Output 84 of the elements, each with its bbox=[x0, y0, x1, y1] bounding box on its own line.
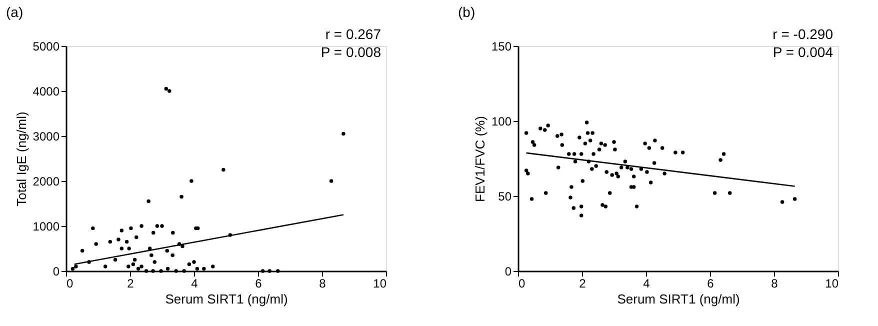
y-tick-label: 2000 bbox=[32, 174, 60, 188]
x-tick-label: 8 bbox=[319, 276, 326, 290]
y-axis-title: FEV1/FVC (%) bbox=[472, 116, 488, 202]
point bbox=[80, 248, 84, 253]
point bbox=[202, 266, 206, 271]
point bbox=[103, 264, 108, 268]
x-tick-label: 6 bbox=[707, 276, 714, 290]
y-tick-label: 1000 bbox=[32, 220, 60, 234]
x-axis-title: Serum SIRT1 (ng/ml) bbox=[165, 292, 288, 306]
point bbox=[127, 246, 131, 250]
point bbox=[342, 132, 346, 136]
point bbox=[155, 224, 160, 228]
x-axis-title: Serum SIRT1 (ng/ml) bbox=[617, 292, 740, 306]
point bbox=[151, 230, 156, 235]
point bbox=[192, 260, 196, 264]
point bbox=[174, 269, 178, 273]
point bbox=[140, 264, 144, 268]
text: r = -0.290 bbox=[772, 26, 834, 42]
point bbox=[164, 86, 168, 91]
point bbox=[113, 258, 118, 262]
point bbox=[132, 258, 137, 262]
point bbox=[120, 246, 124, 250]
y-tick-label: 0 bbox=[504, 264, 512, 278]
text: r = 0.267 bbox=[325, 26, 382, 42]
x-tick-label: 4 bbox=[191, 276, 198, 290]
point bbox=[187, 262, 192, 266]
point bbox=[131, 262, 136, 266]
point bbox=[140, 224, 144, 228]
point bbox=[74, 264, 78, 268]
point bbox=[134, 235, 138, 240]
point bbox=[70, 266, 75, 271]
y-tick-label: 5000 bbox=[32, 40, 60, 54]
point bbox=[165, 248, 169, 253]
point bbox=[329, 179, 334, 183]
point bbox=[160, 224, 164, 228]
x-tick-label: 10 bbox=[373, 276, 387, 290]
y-tick-label: 50 bbox=[498, 190, 512, 204]
point bbox=[268, 269, 272, 273]
x-tick-label: 2 bbox=[579, 276, 586, 290]
y-tick-label: 3000 bbox=[32, 130, 60, 144]
point bbox=[167, 89, 172, 93]
point bbox=[120, 228, 124, 232]
point bbox=[276, 269, 280, 273]
annotation: P = 0.008 bbox=[320, 44, 382, 60]
x-tick-label: 0 bbox=[518, 276, 526, 290]
point bbox=[124, 240, 129, 244]
y-tick-label: 150 bbox=[491, 40, 512, 54]
point bbox=[166, 266, 170, 271]
point bbox=[195, 266, 200, 271]
x-tick-label: 4 bbox=[643, 276, 650, 290]
point bbox=[260, 269, 265, 273]
x-tick-label: 6 bbox=[255, 276, 262, 290]
point bbox=[108, 240, 112, 244]
chart-title: (a) bbox=[6, 4, 24, 20]
y-tick-label: 100 bbox=[491, 114, 512, 128]
point bbox=[159, 269, 163, 273]
point bbox=[170, 253, 174, 258]
point bbox=[180, 244, 184, 248]
point bbox=[136, 266, 140, 271]
y-axis-title: Total IgE (ng/ml) bbox=[14, 112, 29, 206]
point bbox=[91, 226, 95, 230]
x-tick-label: 8 bbox=[771, 276, 778, 290]
x-tick-label: 10 bbox=[825, 276, 839, 290]
point bbox=[190, 179, 194, 183]
y-tick-label: 0 bbox=[52, 264, 60, 278]
point bbox=[126, 264, 130, 268]
point bbox=[116, 238, 120, 242]
point bbox=[211, 264, 215, 268]
point bbox=[144, 269, 148, 273]
x-tick-label: 2 bbox=[127, 276, 134, 290]
point bbox=[94, 242, 98, 246]
annotation: P = 0.004 bbox=[772, 44, 834, 60]
point bbox=[182, 269, 186, 273]
point bbox=[151, 269, 155, 273]
x-tick-label: 0 bbox=[66, 276, 74, 290]
y-tick-label: 4000 bbox=[32, 84, 60, 98]
point bbox=[129, 226, 133, 230]
point bbox=[222, 168, 226, 172]
point bbox=[150, 253, 154, 258]
point bbox=[171, 230, 175, 235]
chart-title: (b) bbox=[458, 4, 476, 20]
point bbox=[180, 194, 184, 199]
point bbox=[146, 199, 150, 204]
point bbox=[152, 260, 157, 264]
